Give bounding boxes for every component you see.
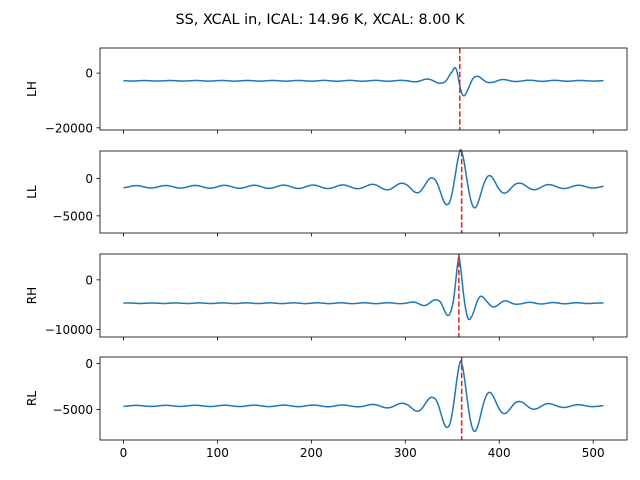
subplot-lh: 0 −20000 LH [25,47,628,135]
x-tick-label: 500 [582,446,605,460]
figure-title: SS, XCAL in, ICAL: 14.96 K, XCAL: 8.00 K [175,12,465,28]
x-tick-label: 400 [488,446,511,460]
y-axis-label: LH [25,81,39,97]
series-line [122,359,605,433]
y-tick-label: −5000 [52,403,93,417]
subplots: 0 −20000 LH 0 −5000 LL 0 −10000 RH 0 −5000 0 100 200 3… [25,47,628,460]
y-axis-label: LL [25,185,39,199]
y-tick-label: 0 [85,67,93,81]
axes-frame [99,150,628,234]
y-tick-label: 0 [85,357,93,371]
x-tick-label: 0 [120,446,128,460]
y-tick-label: −10000 [45,323,93,337]
y-tick-label: −20000 [45,121,93,135]
series-line [122,255,605,321]
subplot-rh: 0 −10000 RH [25,253,628,341]
axes-frame [99,356,628,441]
x-tick-label: 300 [394,446,417,460]
subplot-rl: 0 −5000 0 100 200 300 400 500 RL [25,356,628,460]
y-tick-label: 0 [85,273,93,287]
x-tick-label: 200 [300,446,323,460]
y-axis-label: RL [25,391,39,406]
subplot-ll: 0 −5000 LL [25,148,628,237]
series-line [122,67,605,97]
y-tick-label: 0 [85,172,93,186]
axes-frame [99,253,628,338]
y-tick-label: −5000 [52,209,93,223]
y-axis-label: RH [25,287,39,304]
x-tick-label: 100 [206,446,229,460]
series-line [122,148,605,209]
axes-frame [99,47,628,131]
